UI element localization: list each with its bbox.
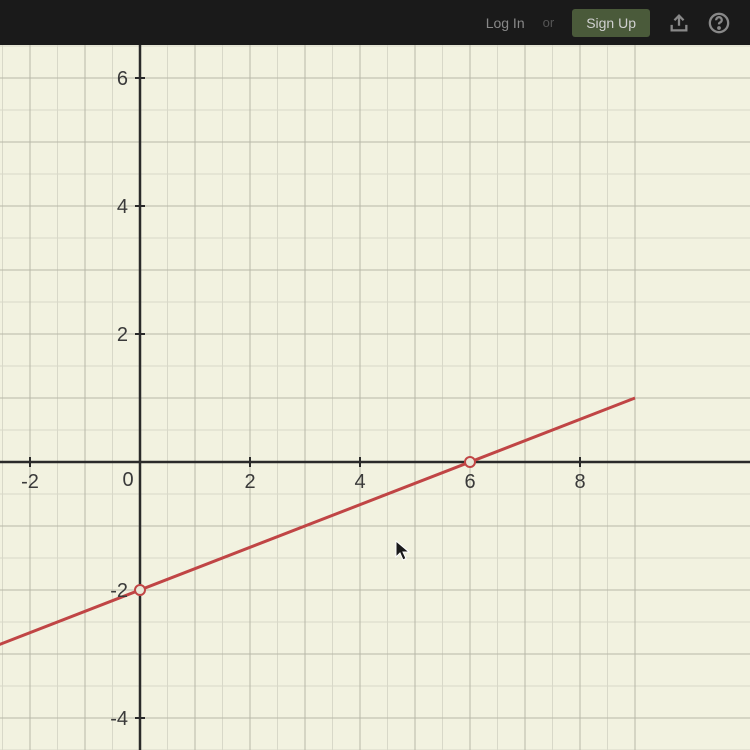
svg-text:-4: -4 (110, 708, 128, 730)
help-icon[interactable] (708, 12, 730, 34)
svg-text:0: 0 (122, 469, 133, 491)
login-button[interactable]: Log In (486, 15, 525, 31)
svg-text:-2: -2 (110, 580, 128, 602)
svg-text:2: 2 (244, 471, 255, 493)
svg-text:6: 6 (464, 471, 475, 493)
svg-text:4: 4 (117, 196, 128, 218)
svg-text:8: 8 (574, 471, 585, 493)
divider-text: or (543, 15, 555, 30)
toolbar: Log In or Sign Up (486, 0, 750, 45)
svg-text:2: 2 (117, 324, 128, 346)
coordinate-plane[interactable]: -2 0 2 4 6 8 -4 -2 2 4 6 (0, 45, 750, 750)
signup-button[interactable]: Sign Up (572, 9, 650, 37)
svg-text:-2: -2 (21, 471, 39, 493)
share-icon[interactable] (668, 12, 690, 34)
svg-text:4: 4 (354, 471, 365, 493)
svg-text:6: 6 (117, 68, 128, 90)
graph-area[interactable]: -2 0 2 4 6 8 -4 -2 2 4 6 (0, 45, 750, 750)
